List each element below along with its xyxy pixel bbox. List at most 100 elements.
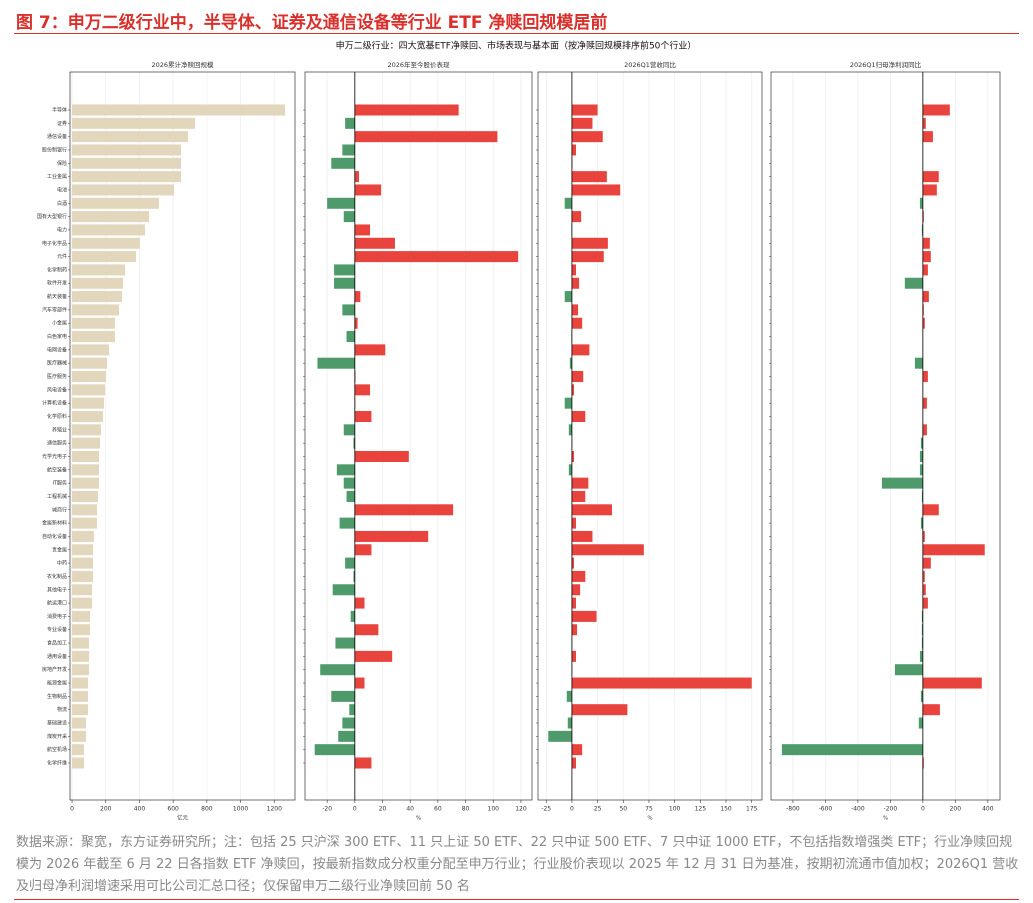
panel-title: 2026年至今股价表现 [387, 60, 450, 69]
bar [72, 304, 120, 316]
x-tick-label: 175 [746, 806, 758, 813]
subtitle: 申万二级行业：四大宽基ETF净赎回、市场表现与基本面（按净赎回规模排序前50个行… [336, 40, 697, 52]
y-tick-label: 房地产开发 [42, 666, 67, 673]
bar [904, 277, 923, 289]
bar [922, 184, 937, 196]
bar [571, 104, 598, 116]
bar [568, 464, 572, 476]
y-tick-label: 金属新材料 [42, 520, 67, 527]
bar [72, 704, 89, 716]
y-tick-label: 通信设备 [47, 133, 67, 140]
bar [72, 757, 84, 769]
bar [922, 131, 933, 143]
bar [571, 544, 644, 556]
bar [571, 384, 574, 396]
bar [72, 224, 145, 236]
x-tick-label: 600 [167, 806, 179, 813]
bar [72, 744, 84, 756]
bar [922, 251, 931, 263]
bar [922, 504, 939, 516]
x-tick-label: 100 [488, 806, 500, 813]
y-tick-label: 半导体 [52, 107, 67, 114]
y-tick-label: 城商行 [52, 506, 67, 513]
bar [72, 597, 93, 609]
x-tick-label: 0 [70, 806, 74, 813]
bar [72, 197, 159, 209]
x-tick-label: 25 [594, 806, 602, 813]
y-tick-label: 计算机设备 [42, 400, 67, 407]
x-tick-label: 200 [100, 806, 112, 813]
bar [922, 704, 940, 716]
bar [72, 437, 100, 449]
x-tick-label: 800 [201, 806, 213, 813]
bar [354, 104, 459, 116]
bar [564, 291, 572, 303]
bar [920, 437, 923, 449]
panel-title: 2026累计净赎回规模 [151, 60, 214, 69]
bar [317, 357, 355, 369]
bar [571, 517, 577, 529]
bar [571, 530, 593, 542]
bar [571, 131, 603, 143]
x-tick-label: 100 [669, 806, 681, 813]
bar [571, 184, 621, 196]
y-tick-label: 小金属 [52, 320, 67, 327]
bar [345, 557, 355, 569]
bar [72, 477, 99, 489]
bar [342, 144, 355, 156]
y-tick-label: 电力 [57, 226, 67, 233]
bar [350, 610, 355, 622]
y-tick-label: 化学纤维 [47, 760, 67, 767]
bar [331, 157, 355, 169]
bar [72, 104, 286, 116]
bar [922, 677, 982, 689]
bar [569, 357, 572, 369]
y-tick-label: 化学原料 [47, 413, 67, 420]
figure-title: 图 7：申万二级行业中，半导体、证券及通信设备等行业 ETF 净赎回规模居前 [16, 13, 608, 33]
bar [354, 251, 519, 263]
y-tick-label: 白酒 [57, 200, 67, 207]
bar [349, 704, 355, 716]
x-tick-label: 50 [619, 806, 627, 813]
bar [72, 557, 94, 569]
x-tick-label: -200 [884, 806, 898, 813]
bar [354, 237, 395, 249]
bar [72, 171, 182, 183]
bar [571, 477, 589, 489]
x-tick-label: -25 [541, 806, 551, 813]
panel-frame [304, 71, 533, 801]
bar [921, 610, 923, 622]
bar [331, 690, 355, 702]
y-tick-label: 中药 [57, 560, 67, 567]
y-tick-label: 其他电子 [47, 586, 67, 593]
bar [320, 664, 355, 676]
bar [881, 477, 923, 489]
x-tick-label: -800 [786, 806, 800, 813]
y-tick-label: 消费电子 [47, 613, 67, 620]
y-tick-label: 物流 [57, 706, 67, 713]
bar [72, 371, 107, 383]
bar [342, 304, 355, 316]
bar [339, 517, 355, 529]
bar [354, 450, 409, 462]
y-tick-label: 电子化学品 [42, 240, 67, 247]
bar [72, 544, 94, 556]
bar [72, 411, 104, 423]
x-tick-label: 125 [695, 806, 707, 813]
bar [920, 517, 923, 529]
bar [922, 237, 930, 249]
bar [918, 717, 923, 729]
x-tick-label: 40 [406, 806, 414, 813]
y-tick-label: 航空装备 [47, 466, 67, 473]
bar [571, 704, 628, 716]
bar [571, 624, 578, 636]
bar [571, 757, 577, 769]
bar [335, 637, 355, 649]
y-tick-label: 煤炭开采 [47, 733, 67, 740]
bar [566, 690, 572, 702]
bar [72, 584, 93, 596]
bar [922, 757, 924, 769]
y-tick-label: 软件开发 [47, 280, 67, 287]
bar [922, 584, 926, 596]
